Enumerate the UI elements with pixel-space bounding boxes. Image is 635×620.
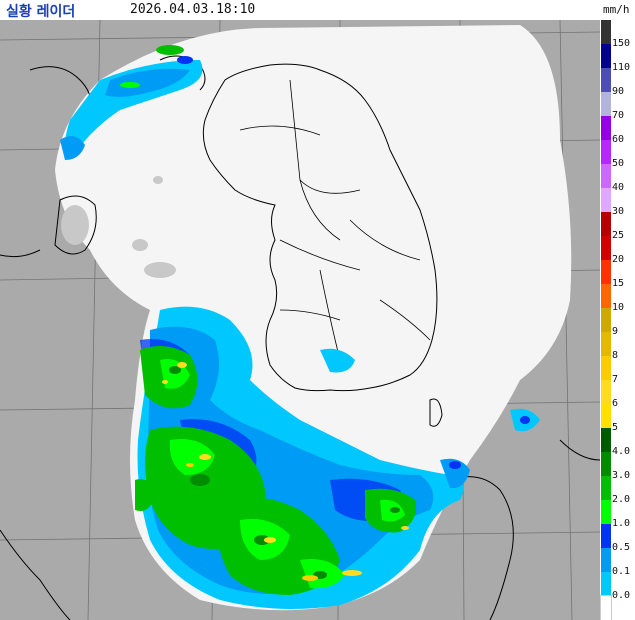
legend-label: 110 [612, 62, 631, 73]
legend-swatch [601, 476, 611, 500]
legend-item: 2.0 [600, 476, 635, 505]
legend-label: 0.1 [612, 566, 631, 577]
legend-item: 40 [600, 164, 635, 193]
legend-swatch [601, 428, 611, 452]
legend-swatch [601, 260, 611, 284]
legend-item: 60 [600, 116, 635, 145]
legend-item: 90 [600, 68, 635, 97]
header-bar: 실황 레이더 2026.04.03.18:10 [0, 0, 600, 20]
legend-item: 8 [600, 332, 635, 361]
legend-item: 15 [600, 260, 635, 289]
legend-label: 3.0 [612, 470, 631, 481]
legend-swatch [601, 452, 611, 476]
legend-swatch [601, 164, 611, 188]
legend-label: 60 [612, 134, 625, 145]
legend-item: 50 [600, 140, 635, 169]
legend-item: 9 [600, 308, 635, 337]
legend-label: 25 [612, 230, 625, 241]
legend-swatch [601, 140, 611, 164]
legend-swatch [601, 332, 611, 356]
radar-map[interactable] [0, 20, 600, 620]
legend-swatch [601, 236, 611, 260]
legend-swatch [601, 356, 611, 380]
legend-item: 150 [600, 20, 635, 49]
legend-label: 0.5 [612, 542, 631, 553]
legend-label: 1.0 [612, 518, 631, 529]
legend-item: 20 [600, 236, 635, 265]
legend-item: 10 [600, 284, 635, 313]
legend-swatch [601, 500, 611, 524]
legend-item: 70 [600, 92, 635, 121]
legend-label: 150 [612, 38, 631, 49]
legend-swatch [601, 524, 611, 548]
legend-label: 6 [612, 398, 619, 409]
legend-item: 3.0 [600, 452, 635, 481]
legend-label: 15 [612, 278, 625, 289]
legend-item: 5 [600, 404, 635, 433]
legend-label: 70 [612, 110, 625, 121]
legend-label: 4.0 [612, 446, 631, 457]
gray-echoes [61, 176, 176, 278]
legend-swatch [601, 212, 611, 236]
legend-item: 30 [600, 188, 635, 217]
echo-north [120, 45, 193, 88]
legend-label: 0.0 [612, 590, 631, 601]
legend-item: 0.0 [600, 572, 635, 601]
legend-item: 0.5 [600, 524, 635, 553]
legend-swatch [601, 20, 611, 44]
legend-swatch [601, 68, 611, 92]
legend-label: 30 [612, 206, 625, 217]
legend-label: 90 [612, 86, 625, 97]
page-title: 실황 레이더 [6, 4, 76, 20]
legend-swatch [601, 44, 611, 68]
legend-swatch [601, 92, 611, 116]
legend-label: 40 [612, 182, 625, 193]
legend-label: 2.0 [612, 494, 631, 505]
precipitation-legend: 150 110 90 70 60 50 40 30 25 20 15 10 9 8 7 6 5 4.0 3.0 2.0… [600, 20, 635, 620]
echo-heavy [162, 362, 409, 581]
legend-swatch [601, 548, 611, 572]
legend-label: 5 [612, 422, 619, 433]
legend-item: 4.0 [600, 428, 635, 457]
legend-item: 25 [600, 212, 635, 241]
legend-swatch [601, 188, 611, 212]
legend-label: 7 [612, 374, 619, 385]
legend-item: 7 [600, 356, 635, 385]
legend-swatch [601, 308, 611, 332]
legend-label: 8 [612, 350, 619, 361]
legend-label: 9 [612, 326, 619, 337]
legend-item: 6 [600, 380, 635, 409]
legend-label: 20 [612, 254, 625, 265]
echo-east [440, 416, 530, 489]
legend-item: 110 [600, 44, 635, 73]
legend-swatch [601, 116, 611, 140]
legend-label: 10 [612, 302, 625, 313]
observation-time: 2026.04.03.18:10 [130, 2, 256, 17]
legend-swatch [601, 380, 611, 404]
legend-swatch [601, 572, 611, 596]
legend-base-swatch [600, 595, 635, 620]
legend-swatch [601, 284, 611, 308]
legend-item: 1.0 [600, 500, 635, 529]
legend-item: 0.1 [600, 548, 635, 577]
legend-label: 50 [612, 158, 625, 169]
legend-unit: mm/h [603, 3, 630, 16]
legend-swatch [601, 404, 611, 428]
